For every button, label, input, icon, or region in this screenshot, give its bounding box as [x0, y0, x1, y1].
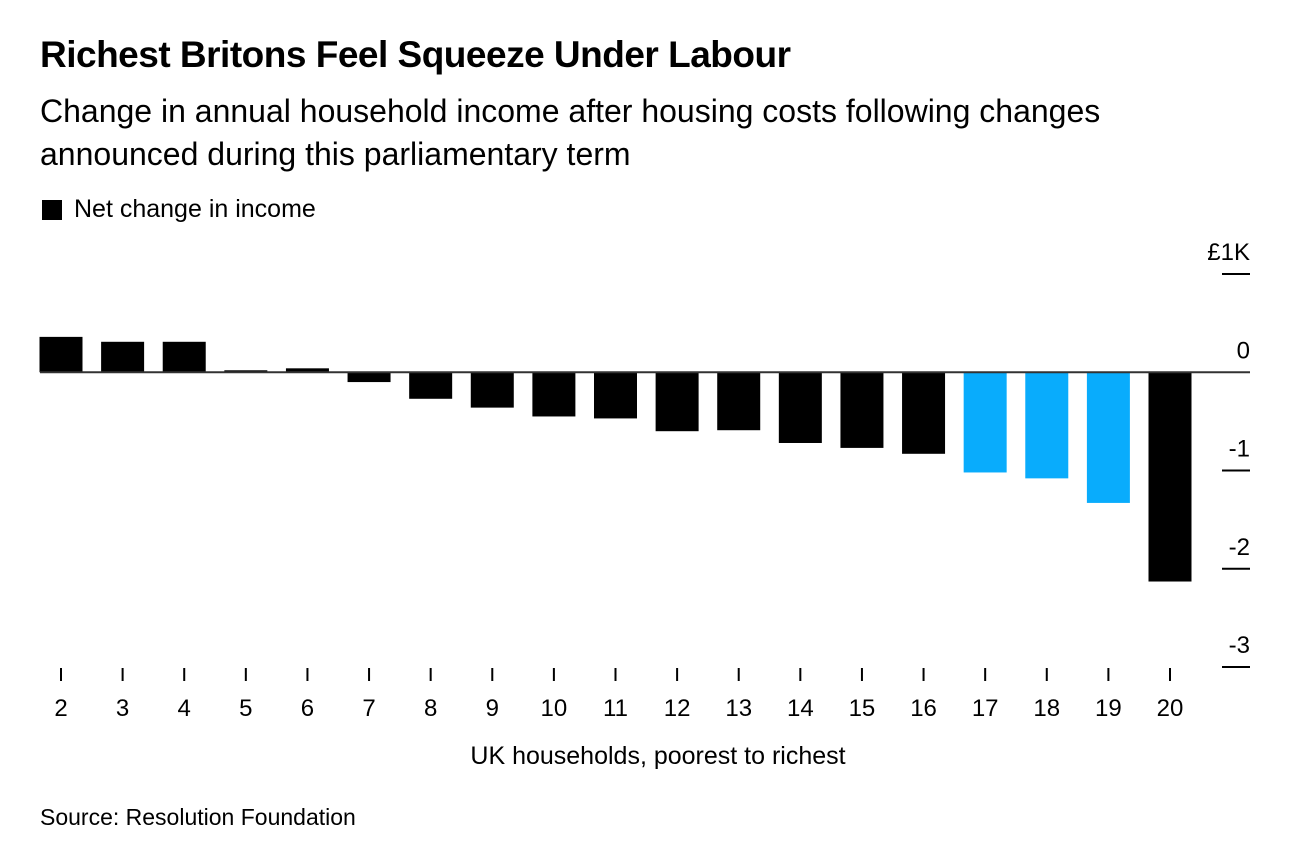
bar-11: [594, 372, 637, 419]
x-tick-label: 18: [1033, 695, 1060, 722]
x-tick-label: 20: [1157, 695, 1184, 722]
y-tick-label: -2: [1229, 534, 1250, 561]
bar-10: [532, 372, 576, 417]
x-tick-label: 12: [664, 695, 691, 722]
x-axis-label: UK households, poorest to richest: [470, 742, 845, 770]
x-tick-label: 13: [725, 695, 752, 722]
y-tick-label: 0: [1237, 337, 1250, 364]
bar-20: [1148, 372, 1192, 582]
bar-6: [285, 368, 329, 373]
bar-2: [39, 336, 83, 373]
bar-15: [840, 372, 884, 448]
y-tick-label: -1: [1229, 436, 1250, 463]
x-tick-label: 9: [486, 695, 499, 722]
x-tick-label: 11: [603, 695, 628, 722]
x-tick-label: 16: [910, 695, 937, 722]
x-tick-label: 8: [424, 695, 437, 722]
x-tick-label: 3: [116, 695, 129, 722]
chart-title: Richest Britons Feel Squeeze Under Labou…: [40, 34, 791, 75]
x-tick-label: 7: [362, 695, 375, 722]
source-note: Source: Resolution Foundation: [40, 804, 356, 830]
x-tick-label: 19: [1095, 695, 1122, 722]
legend-swatch: [42, 199, 62, 220]
chart-subtitle: Change in annual household income after …: [40, 93, 1101, 172]
bar-12: [655, 372, 699, 432]
x-tick-label: 15: [849, 695, 876, 722]
bar-19: [1086, 372, 1130, 503]
x-tick-label: 5: [239, 695, 252, 722]
bar-9: [470, 372, 514, 408]
x-tick-label: 17: [972, 695, 999, 722]
y-tick-label: £1K: [1207, 239, 1250, 266]
y-tick-label: -3: [1229, 632, 1250, 659]
bar-18: [1025, 372, 1069, 479]
x-tick-label: 10: [541, 695, 568, 722]
bar-13: [717, 372, 761, 431]
bar-16: [902, 372, 946, 454]
bar-8: [409, 372, 453, 399]
bar-3: [101, 341, 145, 373]
x-tick-label: 6: [301, 695, 314, 722]
bar-7: [347, 372, 391, 383]
bar-17: [963, 372, 1007, 473]
x-tick-label: 2: [54, 695, 67, 722]
legend: Net change in income: [42, 195, 316, 224]
bar-4: [162, 341, 206, 373]
bar-14: [778, 372, 822, 443]
x-tick-label: 4: [178, 695, 191, 722]
x-tick-label: 14: [787, 695, 814, 722]
legend-label: Net change in income: [74, 195, 316, 223]
